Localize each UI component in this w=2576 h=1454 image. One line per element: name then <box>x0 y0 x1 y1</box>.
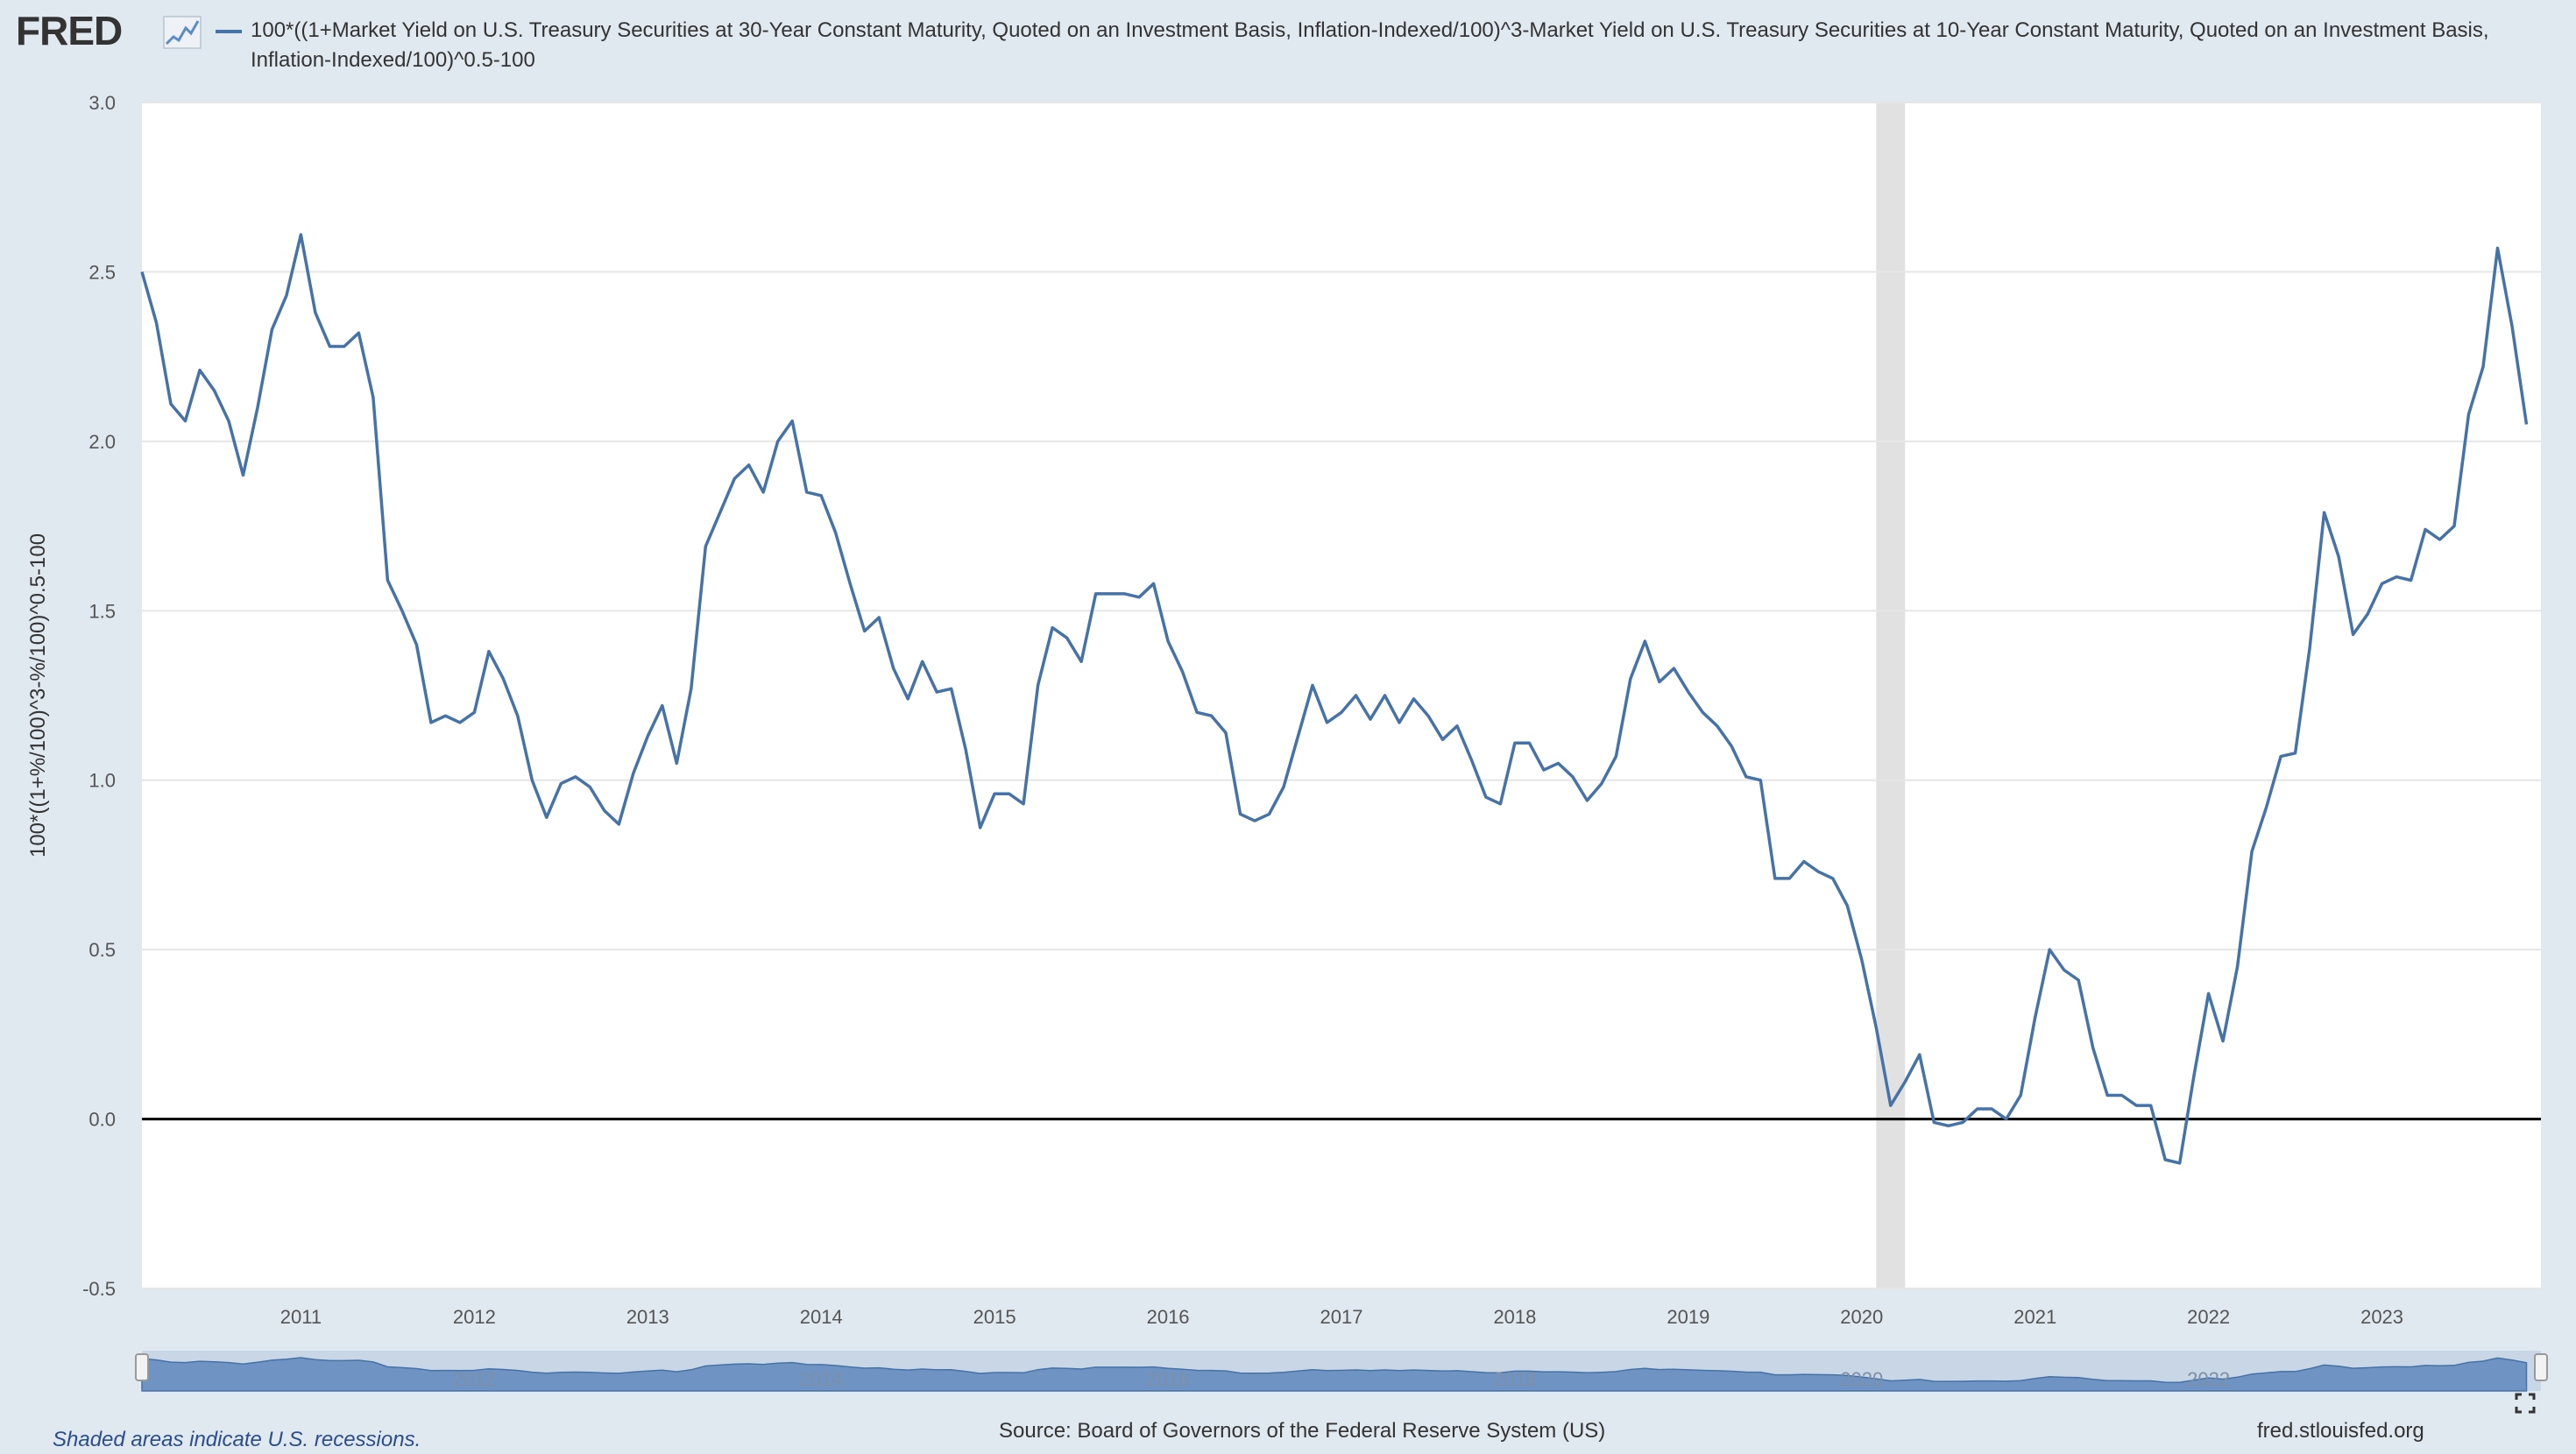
x-tick-label: 2012 <box>453 1306 496 1328</box>
y-axis-label: 100*((1+%/100)^3-%/100)^0.5-100 <box>26 533 50 858</box>
line-chart: -0.50.00.51.01.52.02.53.0 2011 2012 2013 20… <box>26 92 2548 1392</box>
x-tick-label: 2019 <box>1667 1306 1709 1328</box>
y-tick-label: 1.5 <box>88 600 116 622</box>
legend-swatch <box>216 30 242 33</box>
y-tick-label: 0.0 <box>88 1109 116 1131</box>
x-tick-label: 2023 <box>2360 1306 2403 1328</box>
fullscreen-icon[interactable] <box>2515 1393 2536 1414</box>
series-line <box>140 233 2541 1165</box>
site-link[interactable]: fred.stlouisfed.org <box>2257 1419 2424 1443</box>
navigator-label: 2022 <box>2187 1368 2230 1390</box>
y-axis-ticks: -0.5 0.0 0.5 1.0 1.5 2.0 2.5 3.0 <box>82 92 116 1300</box>
navigator-label: 2014 <box>800 1368 843 1390</box>
x-tick-label: 2020 <box>1840 1306 1883 1328</box>
line-graph-icon <box>163 16 202 49</box>
navigator-label: 2018 <box>1493 1368 1536 1390</box>
x-tick-label: 2016 <box>1147 1306 1190 1328</box>
recession-band <box>1876 102 1906 1288</box>
navigator-handle-left[interactable] <box>135 1353 149 1381</box>
plot-area <box>142 102 2541 1288</box>
x-tick-label: 2021 <box>2013 1306 2056 1328</box>
y-tick-label: 0.5 <box>88 939 116 961</box>
y-tick-label: 2.5 <box>88 261 116 283</box>
x-tick-label: 2011 <box>280 1306 322 1328</box>
navigator-handle-right[interactable] <box>2534 1353 2548 1381</box>
y-tick-label: 2.0 <box>88 431 116 453</box>
chart-header: FRED 100*((1+Market Yield on U.S. Treasu… <box>16 8 2557 79</box>
navigator-area <box>141 1357 2528 1392</box>
logo-text: FRED <box>16 8 123 53</box>
x-axis-ticks: 2011 2012 2013 2014 2015 2016 2017 2018 2019 2020… <box>280 1306 2403 1328</box>
legend-label[interactable]: 100*((1+Market Yield on U.S. Treasury Se… <box>251 18 2489 72</box>
y-tick-label: -0.5 <box>82 1278 116 1300</box>
y-tick-label: 1.0 <box>88 770 116 792</box>
x-tick-label: 2018 <box>1493 1306 1536 1328</box>
x-tick-label: 2017 <box>1320 1306 1363 1328</box>
navigator-label: 2012 <box>453 1368 496 1390</box>
navigator-label: 2016 <box>1147 1368 1190 1390</box>
x-tick-label: 2015 <box>973 1306 1016 1328</box>
time-range-navigator[interactable]: 2012 2014 2016 2018 2020 2022 <box>135 1351 2548 1392</box>
gridlines <box>142 102 2541 1289</box>
x-tick-label: 2013 <box>626 1306 669 1328</box>
recession-shading <box>1876 102 1906 1288</box>
navigator-label: 2020 <box>1840 1368 1883 1390</box>
y-tick-label: 3.0 <box>88 92 116 114</box>
source-text: Source: Board of Governors of the Federa… <box>999 1419 1606 1443</box>
recession-note: Shaded areas indicate U.S. recessions. <box>53 1428 421 1451</box>
fred-logo[interactable]: FRED <box>16 8 210 54</box>
series-line-path <box>140 233 2529 1165</box>
x-tick-label: 2022 <box>2187 1306 2230 1328</box>
x-tick-label: 2014 <box>800 1306 843 1328</box>
